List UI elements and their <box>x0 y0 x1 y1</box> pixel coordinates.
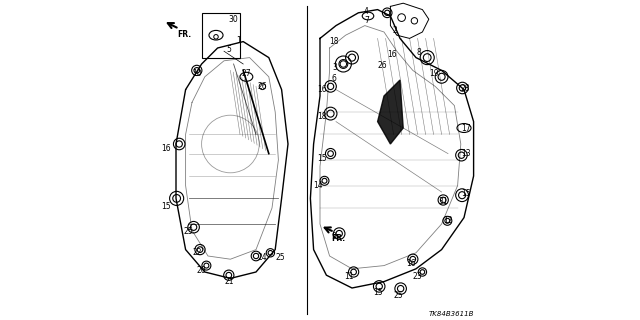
Text: 24: 24 <box>257 253 268 262</box>
Text: 16: 16 <box>317 85 326 94</box>
Text: FR.: FR. <box>178 30 192 39</box>
Text: 4: 4 <box>364 7 369 16</box>
Text: 15: 15 <box>161 202 172 211</box>
Text: 1: 1 <box>236 36 241 44</box>
Text: 17: 17 <box>461 124 470 132</box>
Text: 15: 15 <box>317 154 326 163</box>
Text: 21: 21 <box>224 277 234 286</box>
Text: 20: 20 <box>196 266 207 275</box>
Text: 30: 30 <box>228 15 239 24</box>
Polygon shape <box>378 80 403 144</box>
Text: 25: 25 <box>394 292 403 300</box>
Text: 25: 25 <box>184 228 194 236</box>
Text: 18: 18 <box>317 112 326 121</box>
Text: 15: 15 <box>372 288 383 297</box>
Text: 13: 13 <box>461 149 470 158</box>
Text: TK84B3611B: TK84B3611B <box>428 311 474 317</box>
Text: 9: 9 <box>332 232 337 241</box>
Text: 31: 31 <box>438 197 448 206</box>
Bar <box>202 13 240 58</box>
Text: 16: 16 <box>161 144 172 153</box>
Text: 6: 6 <box>332 74 337 83</box>
Text: 27: 27 <box>241 69 252 78</box>
Text: 5: 5 <box>227 45 231 54</box>
Text: 22: 22 <box>192 248 202 257</box>
Text: 2: 2 <box>393 26 397 35</box>
Text: 3: 3 <box>332 63 337 72</box>
Text: 19: 19 <box>429 69 438 78</box>
Text: 16: 16 <box>406 260 416 268</box>
Text: 8: 8 <box>417 48 422 57</box>
Text: 23: 23 <box>413 272 422 281</box>
Text: 7: 7 <box>364 16 369 25</box>
Text: 25: 25 <box>275 253 285 262</box>
Text: 26: 26 <box>378 61 387 70</box>
Text: 18: 18 <box>330 37 339 46</box>
Text: FR.: FR. <box>332 234 346 243</box>
Text: 11: 11 <box>344 272 353 281</box>
Text: 16: 16 <box>387 50 397 59</box>
Text: 14: 14 <box>314 181 323 190</box>
Text: 12: 12 <box>444 216 452 225</box>
Text: 28: 28 <box>461 84 470 92</box>
Text: 10: 10 <box>192 69 202 78</box>
Text: 26: 26 <box>257 82 268 91</box>
Text: 15: 15 <box>461 189 470 198</box>
